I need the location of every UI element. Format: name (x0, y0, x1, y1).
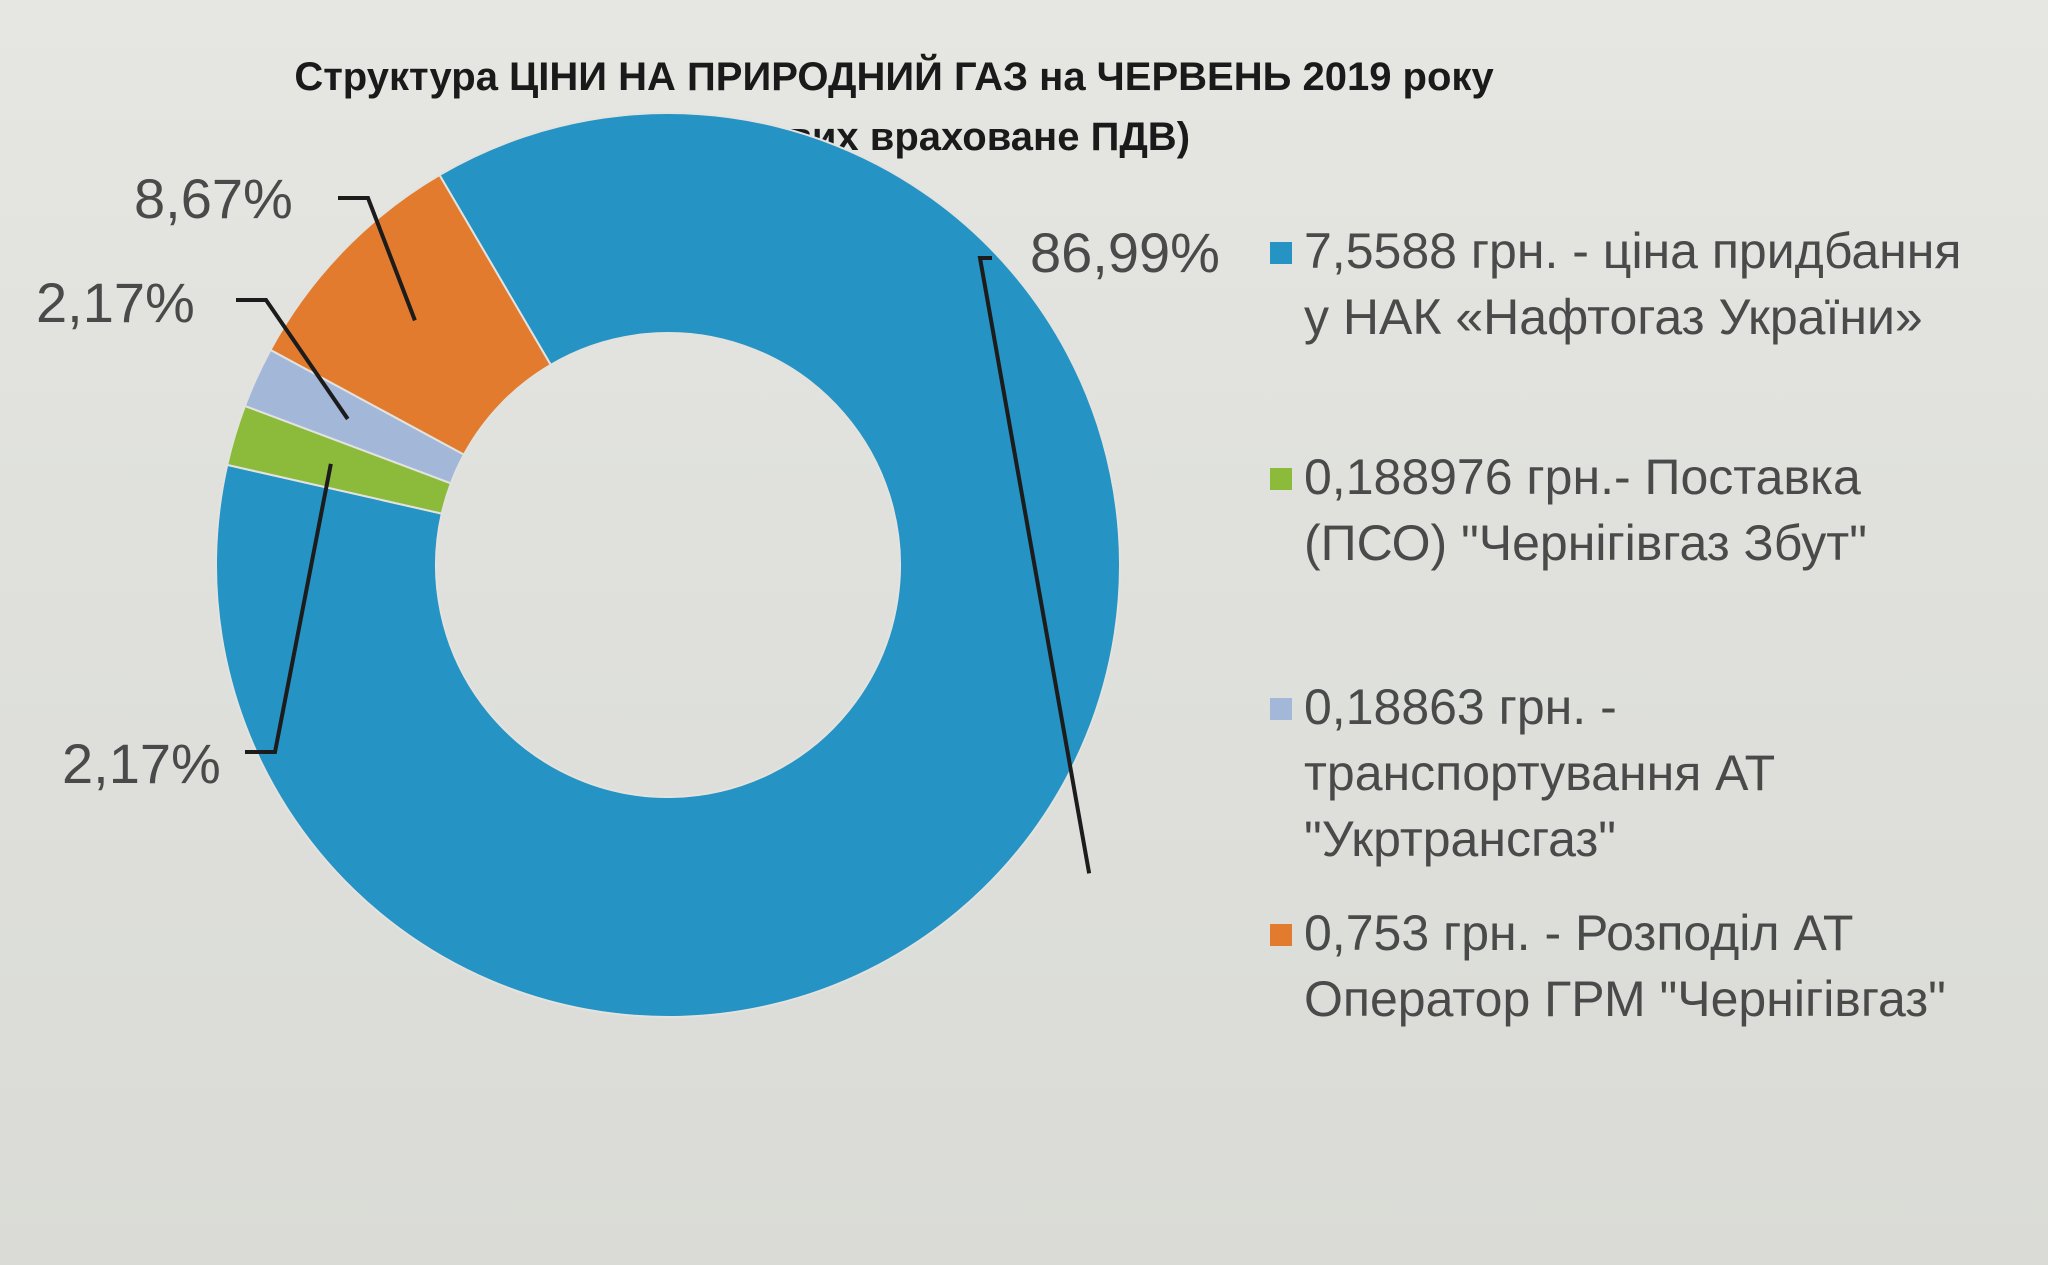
legend-item: 0,18863 грн. - транспортування АТ "Укртр… (1268, 674, 2038, 872)
leader-line (245, 463, 333, 754)
legend-swatch (1270, 698, 1292, 720)
data-label: 8,67% (134, 167, 293, 230)
leader-line (977, 256, 1092, 874)
data-label: 2,17% (36, 271, 195, 334)
legend-label: 0,753 грн. - Розподіл АТ Оператор ГРМ "Ч… (1304, 905, 1946, 1027)
legend-label: 0,188976 грн.- Поставка (ПСО) "Чернігівг… (1304, 449, 1867, 571)
donut-slice (215, 112, 1121, 1018)
legend-swatch (1270, 924, 1292, 946)
legend-label: 0,18863 грн. - транспортування АТ "Укртр… (1304, 679, 1776, 867)
leader-line (338, 196, 417, 322)
data-label: 2,17% (62, 732, 221, 795)
legend-swatch (1270, 242, 1292, 264)
legend-item: 0,753 грн. - Розподіл АТ Оператор ГРМ "Ч… (1268, 900, 2038, 1032)
legend-label: 7,5588 грн. - ціна придбання у НАК «Нафт… (1304, 223, 1962, 345)
legend-item: 7,5588 грн. - ціна придбання у НАК «Нафт… (1268, 218, 2038, 350)
data-label: 86,99% (1030, 221, 1220, 284)
legend-item: 0,188976 грн.- Поставка (ПСО) "Чернігівг… (1268, 444, 2038, 576)
legend-swatch (1270, 468, 1292, 490)
chart-title: Структура ЦІНИ НА ПРИРОДНИЙ ГАЗ на ЧЕРВЕ… (294, 55, 1494, 99)
donut-slice (269, 173, 553, 456)
leader-line (236, 298, 350, 421)
